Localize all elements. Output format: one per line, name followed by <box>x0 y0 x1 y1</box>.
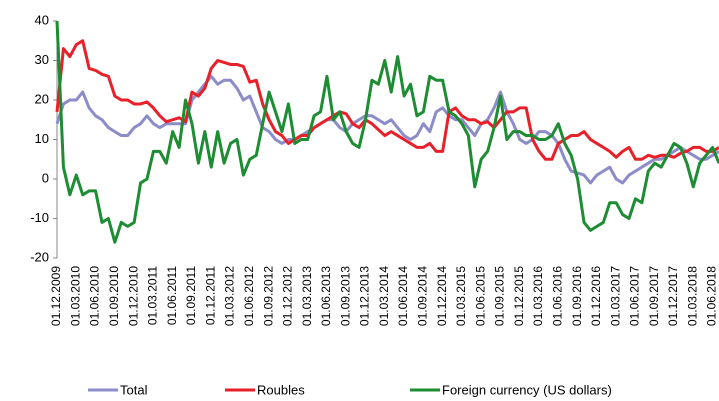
x-tick-label: 01.12.2016 <box>589 266 603 326</box>
x-tick-label: 01.03.2011 <box>146 266 160 325</box>
x-tick-label: 01.09.2012 <box>261 266 275 326</box>
legend-label: Roubles <box>257 382 305 397</box>
x-tick-label: 01.09.2017 <box>647 266 661 326</box>
x-tick-label: 01.03.2016 <box>531 266 545 326</box>
x-tick-label: 01.06.2011 <box>165 266 179 325</box>
y-tick-label: 30 <box>35 52 49 67</box>
x-tick-label: 01.06.2010 <box>88 266 102 326</box>
x-tick-label: 01.09.2016 <box>570 266 584 326</box>
y-tick-label: 40 <box>35 12 49 27</box>
x-tick-label: 01.06.2014 <box>396 266 410 326</box>
series-line <box>55 39 719 161</box>
y-tick-label: 20 <box>35 91 49 106</box>
x-tick-label: 01.12.2014 <box>435 266 449 326</box>
x-tick-label: 01.12.2015 <box>512 266 526 326</box>
legend-label: Foreign currency (US dollars) <box>442 382 612 397</box>
y-tick-label: 0 <box>42 170 49 185</box>
x-tick-label: 01.12.2011 <box>203 266 217 325</box>
x-tick-label: 01.09.2015 <box>493 266 507 326</box>
x-tick-label: 01.06.2018 <box>705 266 719 326</box>
y-tick-label: -10 <box>30 210 49 225</box>
x-tick-label: 01.06.2015 <box>473 266 487 326</box>
x-tick-label: 01.12.2010 <box>126 266 140 326</box>
x-tick-label: 01.09.2014 <box>416 266 430 326</box>
x-tick-label: 01.06.2012 <box>242 266 256 326</box>
x-tick-label: 01.12.2017 <box>666 266 680 326</box>
x-tick-label: 01.03.2013 <box>300 266 314 326</box>
x-tick-label: 01.03.2014 <box>377 266 391 326</box>
x-tick-label: 01.06.2017 <box>628 266 642 326</box>
x-tick-label: 01.12.2009 <box>49 266 63 326</box>
x-tick-label: 01.09.2013 <box>338 266 352 326</box>
x-tick-label: 01.03.2012 <box>223 266 237 326</box>
x-tick-label: 01.12.2013 <box>358 266 372 326</box>
y-tick-label: 10 <box>35 131 49 146</box>
series-line <box>55 74 719 185</box>
x-tick-label: 01.06.2013 <box>319 266 333 326</box>
x-tick-label: 01.03.2010 <box>68 266 82 326</box>
x-tick-label: 01.03.2017 <box>608 266 622 326</box>
series-line <box>55 20 719 244</box>
x-tick-label: 01.12.2012 <box>281 266 295 326</box>
x-tick-label: 01.09.2010 <box>107 266 121 326</box>
legend-label: Total <box>120 382 148 397</box>
x-tick-label: 01.03.2018 <box>685 266 699 326</box>
x-tick-label: 01.03.2015 <box>454 266 468 326</box>
x-tick-label: 01.06.2016 <box>550 266 564 326</box>
x-tick-label: 01.09.2011 <box>184 266 198 325</box>
y-tick-label: -20 <box>30 249 49 264</box>
